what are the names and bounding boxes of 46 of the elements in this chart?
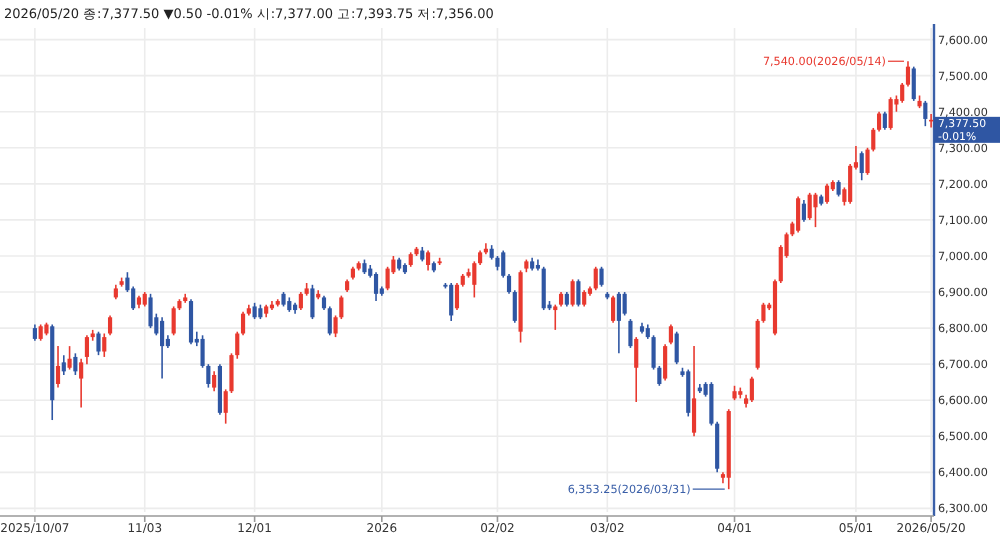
- candlestick: [663, 343, 668, 382]
- candlestick: [298, 291, 303, 311]
- candlestick: [923, 100, 928, 127]
- candlestick: [634, 336, 639, 403]
- candlestick: [449, 282, 454, 322]
- candlestick: [668, 323, 673, 346]
- candlestick: [61, 354, 66, 376]
- candlestick: [425, 249, 431, 272]
- candlestick: [807, 192, 812, 221]
- candlestick: [212, 370, 217, 392]
- candlestick: [171, 305, 176, 337]
- candlestick: [188, 298, 194, 346]
- candlestick: [628, 318, 633, 349]
- candlestick: [553, 303, 558, 331]
- candlestick: [593, 265, 598, 292]
- candlestick: [148, 293, 153, 329]
- candlestick: [888, 96, 893, 131]
- candlestick: [454, 282, 460, 311]
- candlestick: [373, 271, 379, 302]
- candlestick: [611, 294, 616, 324]
- candlestick: [859, 150, 864, 182]
- candlestick: [67, 345, 72, 371]
- candlestick: [599, 265, 604, 288]
- candlestick: [691, 345, 697, 438]
- candlestick: [686, 368, 691, 418]
- candlestick: [911, 65, 916, 102]
- candlestick: [541, 265, 546, 311]
- candlestick: [217, 363, 222, 416]
- candlestick: [749, 375, 754, 403]
- candlestick: [622, 291, 627, 317]
- candlestick: [796, 195, 801, 234]
- candlestick: [160, 316, 165, 380]
- candlestick: [616, 291, 621, 355]
- candlestick: [813, 192, 818, 228]
- candlestick: [55, 345, 61, 389]
- candlestick: [73, 352, 78, 376]
- candlestick: [107, 314, 113, 337]
- candlestick: [570, 278, 575, 308]
- candlestick: [576, 278, 581, 308]
- candlestick: [882, 110, 887, 131]
- candlestick: [674, 330, 679, 365]
- candlestick: [102, 332, 107, 358]
- candlestick: [310, 284, 315, 320]
- candlestick: [96, 330, 101, 356]
- candlestick: [801, 199, 806, 223]
- candlestick: [824, 183, 830, 205]
